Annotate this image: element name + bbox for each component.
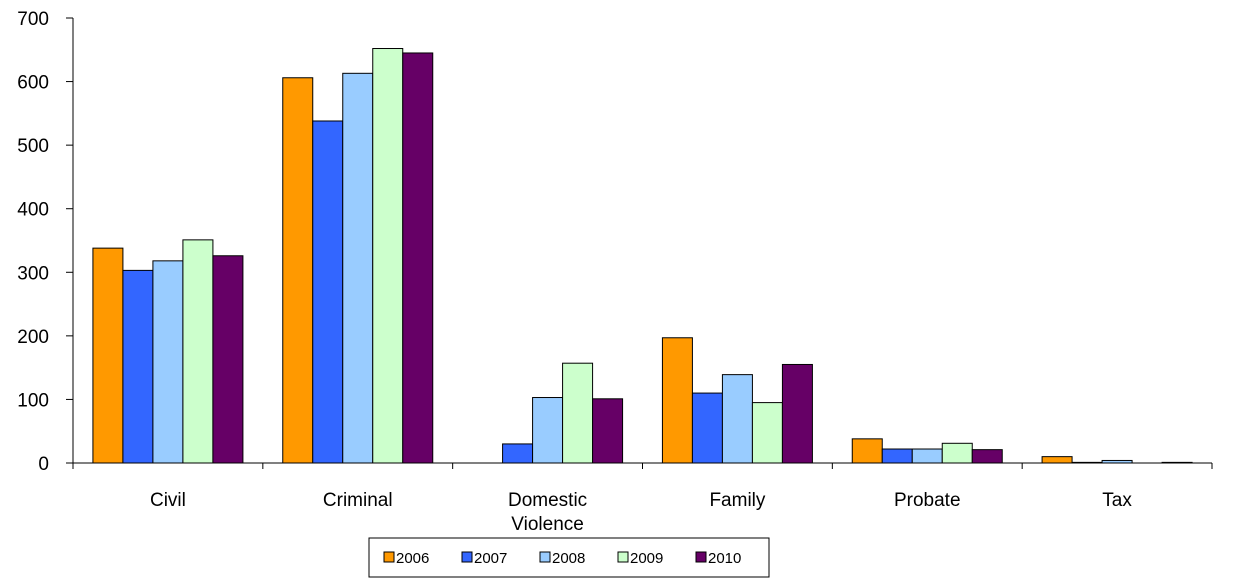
y-tick-label: 500: [17, 136, 49, 157]
bar-2007-civil: [122, 269, 154, 464]
bar-2010-domestic-violence: [592, 398, 624, 464]
x-tick-label: Domestic Violence: [508, 490, 587, 535]
bar-2008-criminal: [342, 72, 374, 464]
legend-swatch-2008: [539, 551, 551, 563]
bar-2006-probate: [851, 438, 883, 464]
bar-2006-civil: [92, 247, 124, 464]
bar-2010-family: [781, 363, 813, 464]
bar-2009-civil: [182, 239, 214, 464]
legend-swatch-2006: [383, 551, 395, 563]
y-tick-label: 400: [17, 200, 49, 221]
bar-2007-tax: [1071, 461, 1103, 464]
legend-swatch-2007: [461, 551, 473, 563]
x-tick-label: Family: [709, 490, 765, 511]
bar-2008-family: [721, 374, 753, 464]
bar-2010-probate: [971, 449, 1003, 464]
bar-2008-probate: [911, 448, 943, 464]
x-tick-label: Criminal: [323, 490, 393, 511]
bar-2010-criminal: [402, 52, 434, 464]
y-tick-label: 300: [17, 263, 49, 284]
legend-swatch-2010: [695, 551, 707, 563]
bar-2009-domestic-violence: [562, 362, 594, 464]
x-tick-label: Civil: [150, 490, 186, 511]
bar-2009-criminal: [372, 48, 404, 464]
category-labels: Civil Criminal Domestic Violence Family Proba…: [150, 490, 1132, 535]
bar-2010-tax: [1161, 461, 1193, 464]
bar-2009-probate: [941, 442, 973, 464]
legend: 2006 2007 2008 2009 2010: [368, 537, 770, 578]
legend-label-2010: 2010: [708, 550, 741, 567]
y-axis: 0 100 200 300 400 500 600 700: [17, 9, 74, 475]
y-tick-label: 0: [38, 454, 49, 475]
x-axis: [72, 462, 1213, 469]
bars: [92, 48, 1193, 464]
bar-2007-criminal: [312, 120, 344, 464]
bar-2006-criminal: [282, 77, 314, 464]
bar-2006-tax: [1041, 456, 1073, 464]
legend-label-2006: 2006: [396, 550, 429, 567]
bar-2006-family: [661, 337, 693, 464]
bar-2010-civil: [212, 255, 244, 464]
bar-2007-family: [691, 392, 723, 464]
x-tick-label: Probate: [894, 490, 961, 511]
y-tick-label: 700: [17, 9, 49, 30]
x-tick-label: Tax: [1102, 490, 1132, 511]
legend-label-2007: 2007: [474, 550, 507, 567]
legend-swatch-2009: [617, 551, 629, 563]
bar-2008-civil: [152, 260, 184, 464]
bar-2009-family: [751, 402, 783, 464]
y-tick-label: 100: [17, 390, 49, 411]
bar-2008-tax: [1101, 459, 1133, 464]
y-tick-label: 200: [17, 327, 49, 348]
legend-label-2009: 2009: [630, 550, 663, 567]
y-tick-label: 600: [17, 73, 49, 94]
bar-2007-probate: [881, 448, 913, 464]
bar-2008-domestic-violence: [532, 397, 564, 464]
bar-2007-domestic-violence: [502, 443, 534, 464]
legend-label-2008: 2008: [552, 550, 585, 567]
